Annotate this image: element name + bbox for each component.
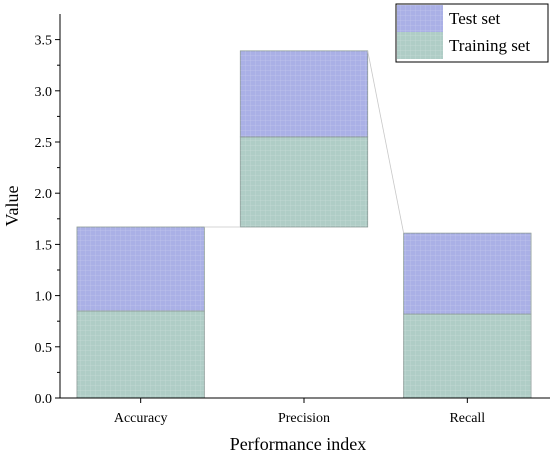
y-tick-label: 1.5 [35, 238, 53, 253]
axes [59, 14, 550, 399]
bar-accuracy-training-set-hatch [76, 310, 205, 398]
x-tick-label-recall: Recall [449, 411, 485, 426]
y-axis-title: Value [2, 185, 22, 226]
y-tick-label: 2.0 [35, 187, 53, 202]
bars-layer [76, 50, 532, 399]
legend-swatch-training-set-hatch [397, 32, 443, 59]
bar-recall-training-set-hatch [403, 314, 532, 398]
y-tick-label: 2.5 [35, 136, 53, 151]
bar-accuracy-test-set-hatch [76, 226, 205, 311]
y-tick-label: 0.0 [35, 392, 53, 407]
y-tick-label: 3.5 [35, 34, 53, 49]
x-axis-title: Performance index [230, 434, 366, 454]
bar-recall-test-set-hatch [403, 233, 532, 315]
y-ticks: 0.0 0.5 1.0 1.5 2.0 2.5 3.0 3.5 [35, 34, 60, 407]
bar-precision-training-set-hatch [240, 136, 368, 227]
connector-lines [204, 50, 405, 234]
legend-swatch-test-set-hatch [397, 5, 443, 32]
x-tick-label-precision: Precision [278, 411, 330, 426]
legend-label-training-set: Training set [449, 36, 530, 55]
y-tick-label: 0.5 [35, 341, 53, 356]
bar-precision-test-set-hatch [240, 50, 368, 137]
connector-line-2 [367, 50, 405, 234]
legend-label-test-set: Test set [449, 9, 500, 28]
y-tick-label: 1.0 [35, 290, 53, 305]
x-tick-label-accuracy: Accuracy [114, 411, 168, 426]
y-tick-label: 3.0 [35, 85, 53, 100]
legend: Test set Training set [395, 3, 549, 63]
x-ticks: Accuracy Precision Recall [114, 398, 485, 426]
